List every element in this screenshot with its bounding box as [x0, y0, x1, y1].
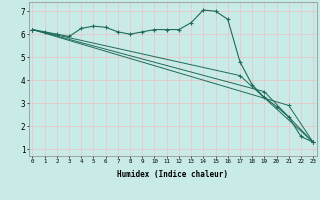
X-axis label: Humidex (Indice chaleur): Humidex (Indice chaleur) — [117, 170, 228, 179]
